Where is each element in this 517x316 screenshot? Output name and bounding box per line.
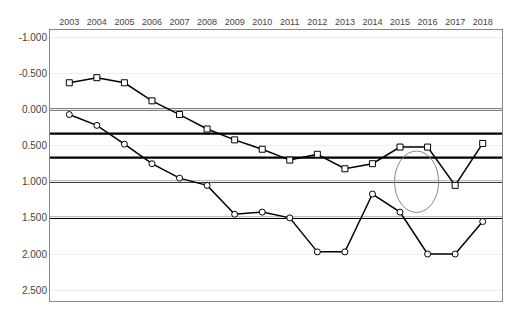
svg-text:2005: 2005 bbox=[114, 17, 134, 27]
svg-text:-0.500: -0.500 bbox=[19, 68, 48, 79]
svg-text:2013: 2013 bbox=[335, 17, 355, 27]
svg-text:2003: 2003 bbox=[59, 17, 79, 27]
svg-text:2017: 2017 bbox=[445, 17, 465, 27]
svg-text:2009: 2009 bbox=[225, 17, 245, 27]
svg-text:1.500: 1.500 bbox=[22, 212, 47, 223]
svg-text:2008: 2008 bbox=[197, 17, 217, 27]
svg-text:1.000: 1.000 bbox=[22, 176, 47, 187]
svg-text:2011: 2011 bbox=[280, 17, 299, 27]
svg-text:2007: 2007 bbox=[170, 17, 190, 27]
svg-text:-1.000: -1.000 bbox=[19, 32, 48, 43]
svg-text:2.000: 2.000 bbox=[22, 249, 47, 260]
svg-text:2004: 2004 bbox=[87, 17, 107, 27]
svg-text:2018: 2018 bbox=[473, 17, 493, 27]
svg-text:2016: 2016 bbox=[418, 17, 438, 27]
svg-text:2014: 2014 bbox=[362, 17, 382, 27]
svg-text:0.500: 0.500 bbox=[22, 140, 47, 151]
svg-text:0.000: 0.000 bbox=[22, 104, 47, 115]
svg-text:2006: 2006 bbox=[142, 17, 162, 27]
svg-text:2.500: 2.500 bbox=[22, 285, 47, 296]
svg-text:2010: 2010 bbox=[252, 17, 272, 27]
svg-text:2015: 2015 bbox=[390, 17, 410, 27]
svg-text:2012: 2012 bbox=[307, 17, 327, 27]
